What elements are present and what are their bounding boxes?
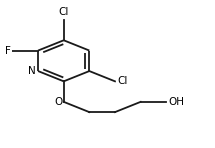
Text: OH: OH [168,97,184,107]
Text: Cl: Cl [117,76,127,86]
Text: F: F [6,46,11,56]
Text: Cl: Cl [58,7,69,17]
Text: O: O [54,97,63,107]
Text: N: N [28,66,36,76]
